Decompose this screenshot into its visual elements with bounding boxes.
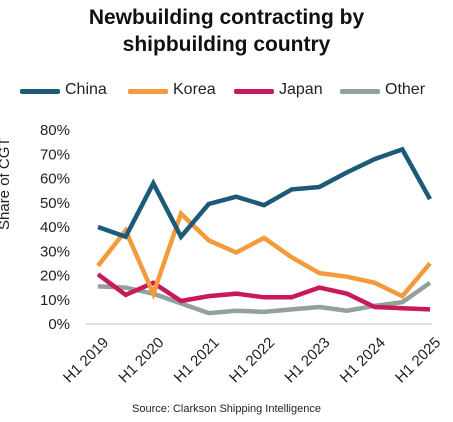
y-tick-label: 10% — [40, 292, 70, 309]
chart-title-line-1: Newbuilding contracting by — [88, 6, 365, 29]
legend-label-japan: Japan — [279, 81, 323, 98]
series-line-korea — [96, 209, 432, 300]
chart-series-lines — [96, 146, 432, 316]
chart-title-line-2: shipbuilding country — [122, 33, 331, 56]
legend-swatch-other — [340, 89, 380, 94]
chart-title: Newbuilding contracting by shipbuilding … — [0, 4, 453, 58]
series-line-japan — [96, 272, 431, 312]
legend-swatch-china — [20, 89, 60, 94]
y-tick-label: 50% — [40, 195, 70, 212]
series-line-china — [97, 146, 432, 241]
legend-swatch-japan — [234, 89, 274, 94]
x-tick-label: H1 2020 — [115, 334, 167, 386]
y-tick-label: 70% — [40, 146, 70, 163]
x-tick-label: H1 2019 — [60, 334, 112, 386]
chart-legend: China Korea Japan Other — [20, 80, 450, 102]
y-tick-label: 60% — [40, 171, 70, 188]
y-tick-label: 30% — [40, 243, 70, 260]
x-tick-label: H1 2022 — [226, 334, 278, 386]
legend-swatch-korea — [128, 89, 168, 94]
x-tick-label: H1 2024 — [337, 334, 389, 386]
legend-label-korea: Korea — [173, 81, 216, 98]
y-tick-label: 80% — [40, 122, 70, 139]
x-tick-label: H1 2023 — [281, 334, 333, 386]
y-tick-label: 0% — [48, 316, 70, 333]
y-tick-label: 40% — [40, 219, 70, 236]
x-tick-label: H1 2021 — [171, 334, 223, 386]
source-note: Source: Clarkson Shipping Intelligence — [132, 403, 321, 415]
chart-axes: 0% 10% 20% 30% 40% 50% 60% 70% 80% H1 2019 H1 2020… — [40, 122, 444, 386]
legend-label-china: China — [65, 81, 107, 98]
y-tick-label: 20% — [40, 268, 70, 285]
legend-label-other: Other — [385, 81, 426, 98]
x-tick-label: H1 2025 — [392, 334, 444, 386]
